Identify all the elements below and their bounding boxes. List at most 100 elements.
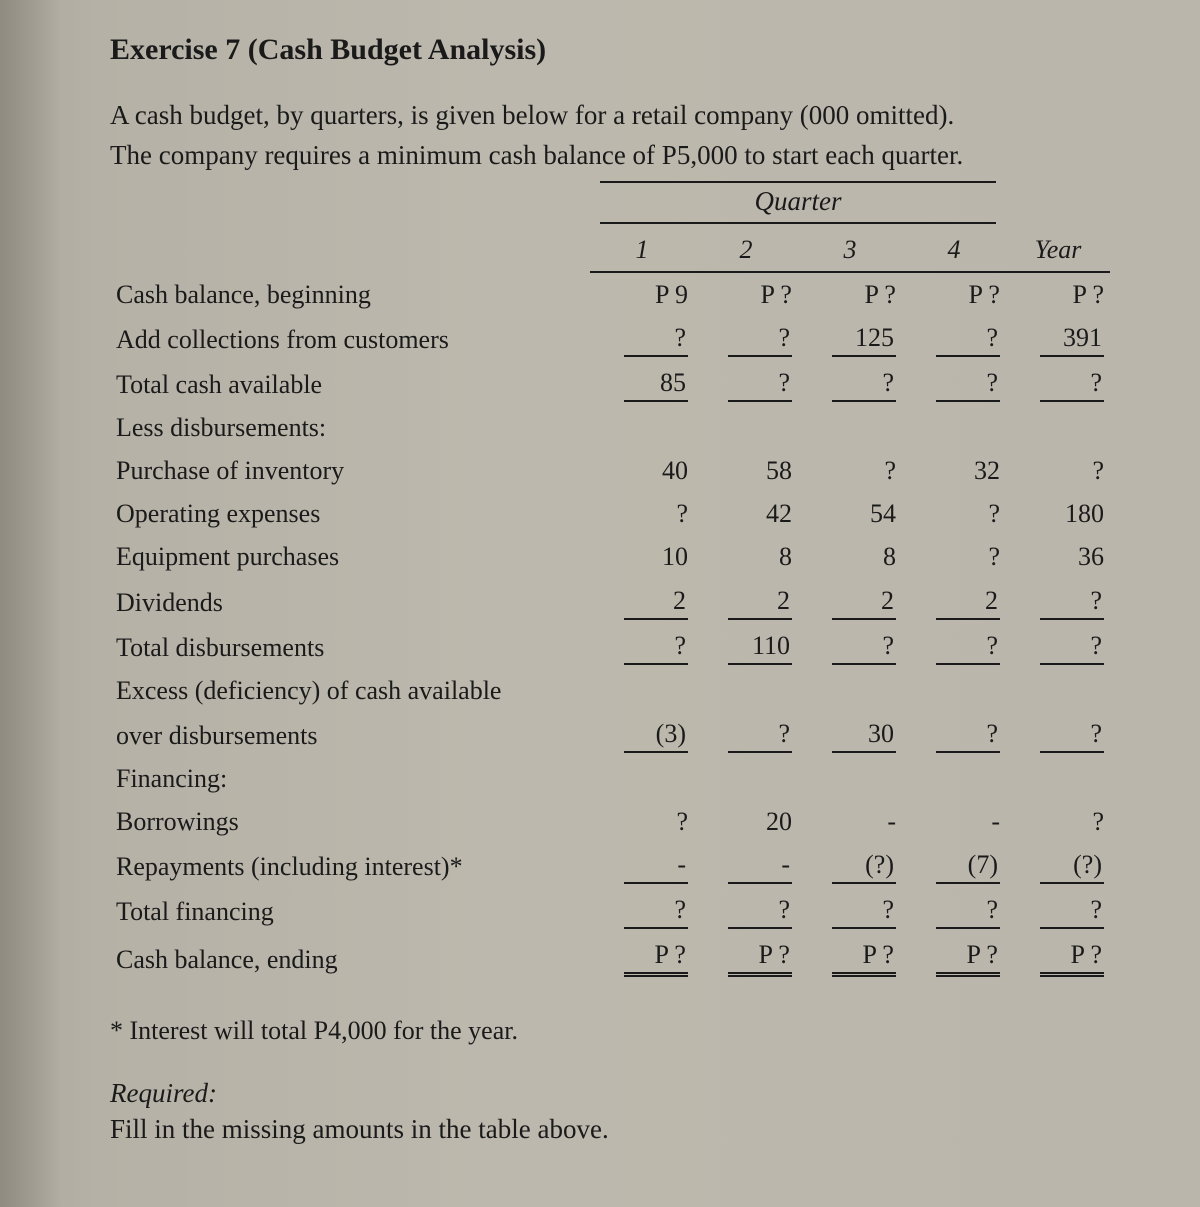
row-repayments: Repayments (including interest)* - - (?)…	[110, 843, 1110, 888]
footnote-interest: * Interest will total P4,000 for the yea…	[110, 1013, 1110, 1048]
row-collections: Add collections from customers ? ? 125 ?…	[110, 316, 1110, 361]
cell: 8	[694, 535, 798, 578]
cell: -	[798, 800, 902, 843]
lbl-beg-balance: Cash balance, beginning	[110, 272, 590, 316]
cell: ?	[798, 449, 902, 492]
cell: (?)	[1006, 843, 1110, 888]
cell: ?	[1006, 624, 1110, 669]
cell: 2	[902, 579, 1006, 624]
cell: ?	[1006, 361, 1110, 406]
lbl-dividends: Dividends	[110, 579, 590, 624]
row-end-balance: Cash balance, ending P ? P ? P ? P ? P ?	[110, 933, 1110, 981]
cell: 2	[694, 579, 798, 624]
row-total-available: Total cash available 85 ? ? ? ?	[110, 361, 1110, 406]
cell: 391	[1006, 316, 1110, 361]
cell: P ?	[902, 272, 1006, 316]
required-body: Fill in the missing amounts in the table…	[110, 1111, 1110, 1147]
cell: 110	[694, 624, 798, 669]
header-row-quarter: Quarter	[110, 177, 1110, 227]
cell: ?	[590, 800, 694, 843]
cell: 180	[1006, 492, 1110, 535]
lbl-purchase: Purchase of inventory	[110, 449, 590, 492]
cell: (7)	[902, 843, 1006, 888]
cell: -	[590, 843, 694, 888]
row-excess-2: over disbursements (3) ? 30 ? ?	[110, 712, 1110, 757]
cell: ?	[1006, 449, 1110, 492]
cell: ?	[902, 361, 1006, 406]
required-heading: Required:	[110, 1075, 1110, 1111]
cell: ?	[1006, 800, 1110, 843]
cell: 85	[590, 361, 694, 406]
cell: 32	[902, 449, 1006, 492]
cell: ?	[590, 888, 694, 933]
cell: ?	[798, 361, 902, 406]
cell: ?	[902, 316, 1006, 361]
cell: (3)	[590, 712, 694, 757]
exercise-page: Exercise 7 (Cash Budget Analysis) A cash…	[0, 0, 1200, 1207]
lbl-end-balance: Cash balance, ending	[110, 933, 590, 981]
cell: P ?	[590, 933, 694, 981]
cell: 36	[1006, 535, 1110, 578]
row-total-financing: Total financing ? ? ? ? ?	[110, 888, 1110, 933]
cell: P ?	[1006, 272, 1110, 316]
cell: ?	[590, 316, 694, 361]
row-financing-header: Financing:	[110, 757, 1110, 800]
cell: ?	[902, 624, 1006, 669]
cell: 42	[694, 492, 798, 535]
cell: 30	[798, 712, 902, 757]
lbl-excess-2: over disbursements	[110, 712, 590, 757]
header-quarter: Quarter	[590, 177, 1006, 227]
cell: 58	[694, 449, 798, 492]
cell: P ?	[902, 933, 1006, 981]
lbl-total-available: Total cash available	[110, 361, 590, 406]
cell: ?	[1006, 579, 1110, 624]
cell: 8	[798, 535, 902, 578]
intro-line-1: A cash budget, by quarters, is given bel…	[110, 97, 1110, 133]
cell: ?	[694, 888, 798, 933]
cell: 2	[798, 579, 902, 624]
row-dividends: Dividends 2 2 2 2 ?	[110, 579, 1110, 624]
col-4: 4	[902, 228, 1006, 272]
header-row-cols: 1 2 3 4 Year	[110, 228, 1110, 272]
cash-budget-table: Quarter 1 2 3 4 Year Cash balance, begin…	[110, 177, 1110, 981]
cell: 54	[798, 492, 902, 535]
cell: ?	[694, 712, 798, 757]
lbl-repayments: Repayments (including interest)*	[110, 843, 590, 888]
row-equip: Equipment purchases 10 8 8 ? 36	[110, 535, 1110, 578]
col-1: 1	[590, 228, 694, 272]
lbl-total-financing: Total financing	[110, 888, 590, 933]
cell: ?	[902, 535, 1006, 578]
cell: ?	[902, 492, 1006, 535]
cell: ?	[694, 316, 798, 361]
cell: ?	[590, 624, 694, 669]
row-borrowings: Borrowings ? 20 - - ?	[110, 800, 1110, 843]
lbl-excess-1: Excess (deficiency) of cash available	[110, 669, 590, 712]
cell: ?	[902, 888, 1006, 933]
cell: -	[902, 800, 1006, 843]
lbl-total-disb: Total disbursements	[110, 624, 590, 669]
cell: 20	[694, 800, 798, 843]
cell: 40	[590, 449, 694, 492]
cell: 2	[590, 579, 694, 624]
cell: -	[694, 843, 798, 888]
lbl-borrowings: Borrowings	[110, 800, 590, 843]
row-total-disb: Total disbursements ? 110 ? ? ?	[110, 624, 1110, 669]
cell: P ?	[798, 933, 902, 981]
col-year: Year	[1006, 228, 1110, 272]
cell: 125	[798, 316, 902, 361]
lbl-equip: Equipment purchases	[110, 535, 590, 578]
cell: ?	[1006, 712, 1110, 757]
cell: (?)	[798, 843, 902, 888]
cell: 10	[590, 535, 694, 578]
cell: P ?	[694, 272, 798, 316]
col-3: 3	[798, 228, 902, 272]
cell: ?	[798, 624, 902, 669]
col-2: 2	[694, 228, 798, 272]
cell: ?	[798, 888, 902, 933]
row-beg-balance: Cash balance, beginning P 9 P ? P ? P ? …	[110, 272, 1110, 316]
row-opex: Operating expenses ? 42 54 ? 180	[110, 492, 1110, 535]
row-less-header: Less disbursements:	[110, 406, 1110, 449]
cell: ?	[1006, 888, 1110, 933]
lbl-opex: Operating expenses	[110, 492, 590, 535]
cell: P ?	[1006, 933, 1110, 981]
